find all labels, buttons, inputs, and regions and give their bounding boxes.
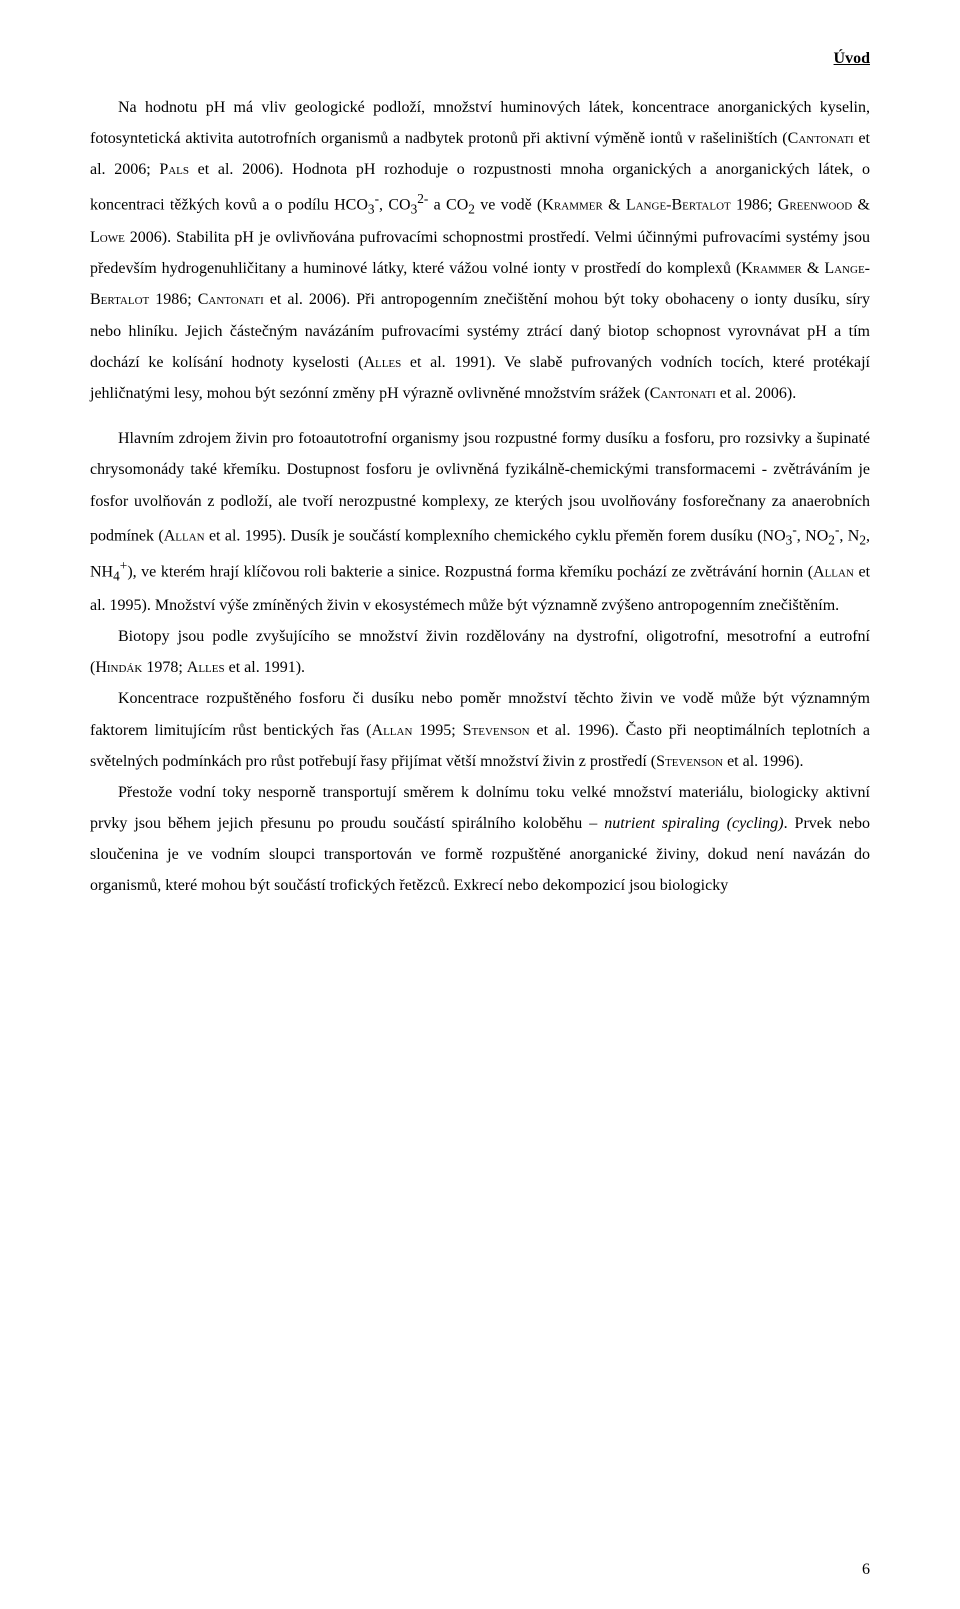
text-run: , CO <box>379 196 411 213</box>
text-run: 1986; <box>731 196 778 213</box>
author-smallcaps: Lange-Bertalot <box>626 196 731 213</box>
author-smallcaps: Alles <box>363 354 401 371</box>
author-smallcaps: Allan <box>372 722 413 739</box>
superscript: 2- <box>417 191 428 206</box>
author-smallcaps: Cantonati <box>650 385 716 402</box>
text-run: ve vodě ( <box>475 196 542 213</box>
text-run: 1986; <box>149 291 197 308</box>
text-run: 1995; <box>412 722 462 739</box>
text-run: Na hodnotu pH má vliv geologické podloží… <box>90 99 870 147</box>
author-smallcaps: Pals <box>159 161 189 178</box>
text-run: , NO <box>797 527 828 544</box>
text-run: & <box>603 196 626 213</box>
author-smallcaps: Cantonati <box>198 291 264 308</box>
text-run: a CO <box>428 196 468 213</box>
author-smallcaps: Krammer <box>542 196 602 213</box>
author-smallcaps: Krammer <box>741 260 801 277</box>
subscript: 2 <box>828 532 835 547</box>
author-smallcaps: Allan <box>164 527 205 544</box>
page-number: 6 <box>862 1561 870 1579</box>
section-header: Úvod <box>90 50 870 68</box>
author-smallcaps: Greenwood <box>778 196 853 213</box>
author-smallcaps: Cantonati <box>788 130 854 147</box>
text-run: et al. 2006). <box>716 385 796 402</box>
subscript: 2 <box>468 201 475 216</box>
body-paragraph: Přestože vodní toky nesporně transportuj… <box>90 777 870 902</box>
author-smallcaps: Lowe <box>90 229 125 246</box>
body-paragraph: Koncentrace rozpuštěného fosforu či dusí… <box>90 683 870 777</box>
italic-term: nutrient spiraling (cycling) <box>604 815 783 832</box>
text-run: 1978; <box>142 659 186 676</box>
body-paragraph: Biotopy jsou podle zvyšujícího se množst… <box>90 621 870 683</box>
text-run: & <box>802 260 825 277</box>
text-run: ), ve kterém hrají klíčovou roli bakteri… <box>127 564 813 581</box>
text-run: & <box>852 196 870 213</box>
author-smallcaps: Allan <box>813 564 854 581</box>
body-paragraph: Hlavním zdrojem živin pro fotoautotrofní… <box>90 423 870 621</box>
text-run: et al. 1995). Dusík je součástí komplexn… <box>205 527 786 544</box>
text-run: et al. 1996). <box>723 753 803 770</box>
author-smallcaps: Stevenson <box>656 753 723 770</box>
author-smallcaps: Hindák <box>95 659 142 676</box>
subscript: 4 <box>113 569 120 584</box>
text-run: et al. 1991). <box>225 659 305 676</box>
author-smallcaps: Alles <box>187 659 225 676</box>
body-paragraph: Na hodnotu pH má vliv geologické podloží… <box>90 92 870 409</box>
author-smallcaps: Stevenson <box>463 722 530 739</box>
subscript: 2 <box>859 532 866 547</box>
text-run: , N <box>839 527 859 544</box>
subscript: 3 <box>368 201 375 216</box>
